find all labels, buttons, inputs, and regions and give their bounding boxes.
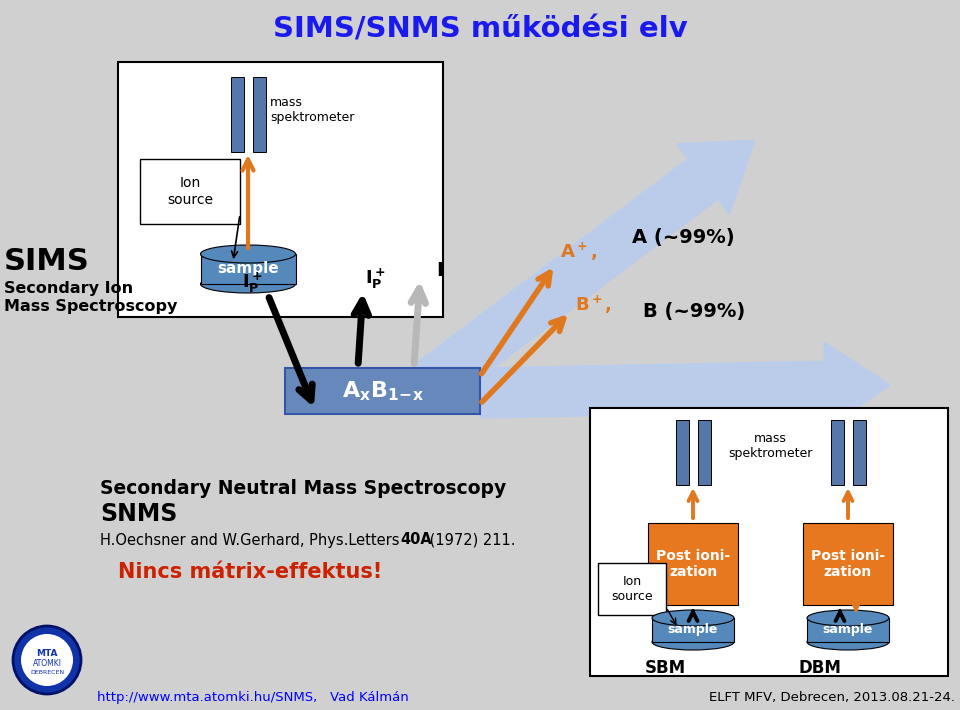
Bar	[652, 618, 734, 642]
Ellipse shape	[807, 634, 889, 650]
Text: http://www.mta.atomki.hu/SNMS,   Vad Kálmán: http://www.mta.atomki.hu/SNMS, Vad Kálmá…	[97, 692, 409, 704]
Bar	[830, 420, 844, 485]
Text: $\mathbf{B^+,}$: $\mathbf{B^+,}$	[575, 294, 612, 316]
Bar	[852, 420, 866, 485]
Bar	[590, 408, 948, 676]
Text: Ion
source: Ion source	[612, 575, 653, 603]
Polygon shape	[410, 140, 755, 408]
Bar	[803, 523, 893, 605]
Text: H.Oechsner and W.Gerhard, Phys.Letters: H.Oechsner and W.Gerhard, Phys.Letters	[100, 532, 404, 547]
Text: SIMS: SIMS	[4, 248, 89, 276]
Circle shape	[13, 626, 81, 694]
Bar	[252, 77, 266, 152]
Text: MTA: MTA	[36, 648, 58, 657]
Bar	[698, 420, 710, 485]
Text: SNMS: SNMS	[100, 502, 178, 526]
Circle shape	[21, 634, 73, 686]
Ellipse shape	[652, 610, 734, 626]
Text: DBM: DBM	[799, 659, 841, 677]
Text: 40A: 40A	[400, 532, 432, 547]
Ellipse shape	[807, 610, 889, 626]
Text: Secondary Neutral Mass Spectroscopy: Secondary Neutral Mass Spectroscopy	[100, 479, 506, 498]
Text: A (~99%): A (~99%)	[632, 229, 734, 248]
Bar	[598, 563, 666, 615]
Text: $\mathbf{I}$: $\mathbf{I}$	[436, 261, 444, 280]
Ellipse shape	[652, 634, 734, 650]
Bar	[285, 368, 480, 414]
Text: SIMS/SNMS működési elv: SIMS/SNMS működési elv	[273, 16, 687, 44]
Text: sample: sample	[668, 623, 718, 636]
Bar	[648, 523, 738, 605]
Text: Nincs mátrix-effektus!: Nincs mátrix-effektus!	[118, 562, 382, 582]
Polygon shape	[479, 342, 890, 430]
Text: DEBRECEN: DEBRECEN	[30, 670, 64, 674]
Text: Post ioni-
zation: Post ioni- zation	[656, 549, 730, 579]
Text: $\mathbf{I_P^+}$: $\mathbf{I_P^+}$	[365, 267, 385, 291]
Text: mass
spektrometer: mass spektrometer	[728, 432, 812, 460]
Text: Mass Spectroscopy: Mass Spectroscopy	[4, 298, 178, 314]
Bar	[118, 62, 443, 317]
Text: Ion
source: Ion source	[167, 176, 213, 207]
Bar	[201, 254, 296, 284]
Text: sample: sample	[217, 261, 278, 276]
Text: $\mathbf{A^+,}$: $\mathbf{A^+,}$	[560, 241, 597, 263]
Text: ELFT MFV, Debrecen, 2013.08.21-24.: ELFT MFV, Debrecen, 2013.08.21-24.	[709, 692, 955, 704]
Text: Post ioni-
zation: Post ioni- zation	[811, 549, 885, 579]
Bar	[140, 159, 240, 224]
Ellipse shape	[201, 245, 296, 263]
Text: B (~99%): B (~99%)	[643, 302, 745, 322]
Ellipse shape	[201, 275, 296, 293]
Bar	[676, 420, 688, 485]
Text: sample: sample	[823, 623, 874, 636]
Text: Secondary Ion: Secondary Ion	[4, 280, 133, 295]
Bar	[807, 618, 889, 642]
Text: ATOMKI: ATOMKI	[33, 658, 61, 667]
Bar	[230, 77, 244, 152]
Text: $\mathbf{A_x B_{1\!-\!x}}$: $\mathbf{A_x B_{1\!-\!x}}$	[342, 379, 423, 403]
Text: mass
spektrometer: mass spektrometer	[270, 96, 354, 124]
Text: (1972) 211.: (1972) 211.	[425, 532, 516, 547]
Text: SBM: SBM	[644, 659, 685, 677]
Text: $\mathbf{I_P^+}$: $\mathbf{I_P^+}$	[242, 271, 262, 295]
